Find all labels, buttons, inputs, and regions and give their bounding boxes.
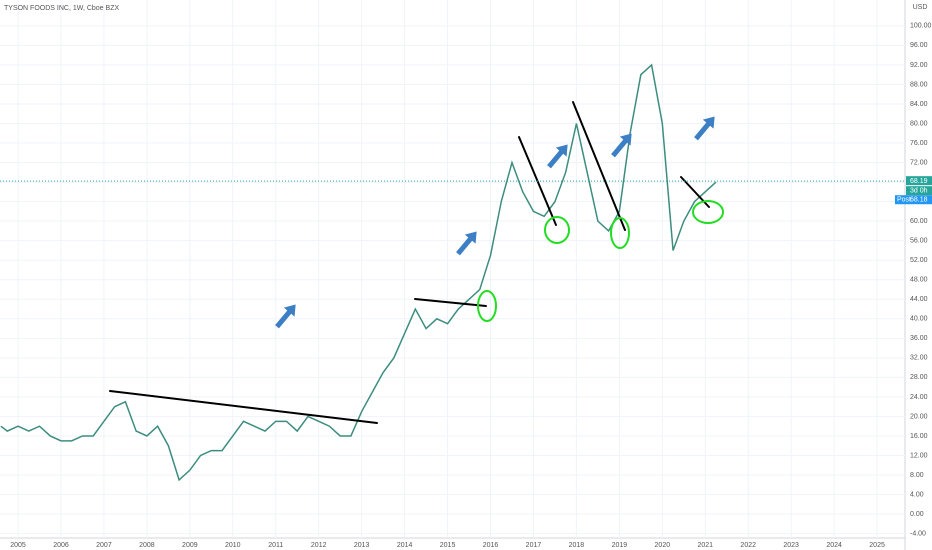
x-tick-label: 2022 <box>740 542 756 549</box>
y-tick-label: 28.00 <box>910 374 928 381</box>
plot <box>0 0 905 538</box>
y-tick-label: 8.00 <box>910 472 924 479</box>
x-tick-label: 2006 <box>53 542 69 549</box>
post-label: Post <box>897 197 911 204</box>
x-tick-label: 2023 <box>783 542 799 549</box>
arrows <box>275 116 715 329</box>
y-tick-label: 44.00 <box>910 296 928 303</box>
y-tick-label: 72.00 <box>910 159 928 166</box>
y-tick-label: 80.00 <box>910 120 928 127</box>
x-tick-label: 2013 <box>354 542 370 549</box>
x-tick-label: 2014 <box>397 542 413 549</box>
post-price-box <box>895 195 932 205</box>
y-tick-label: 52.00 <box>910 257 928 264</box>
x-tick-label: 2024 <box>826 542 842 549</box>
x-tick-label: 2017 <box>526 542 542 549</box>
y-tick-label: 36.00 <box>910 335 928 342</box>
x-tick-label: 2009 <box>182 542 198 549</box>
x-tick-label: 2015 <box>440 542 456 549</box>
x-tick-label: 2016 <box>483 542 499 549</box>
price-line <box>0 63 717 482</box>
y-tick-label: 16.00 <box>910 433 928 440</box>
y-tick-label: 100.00 <box>910 23 932 30</box>
y-tick-label: 96.00 <box>910 42 928 49</box>
last-price-label: 68.19 <box>910 178 928 185</box>
x-tick-label: 2012 <box>311 542 327 549</box>
chart-title: TYSON FOODS INC, 1W, Cboe BZX <box>4 5 119 12</box>
y-tick-label: 4.00 <box>910 491 924 498</box>
x-tick-label: 2025 <box>869 542 885 549</box>
y-tick-label: 88.00 <box>910 81 928 88</box>
time-label: 3d 0h <box>910 188 928 195</box>
x-tick-label: 2007 <box>96 542 112 549</box>
x-tick-label: 2010 <box>225 542 241 549</box>
x-tick-label: 2011 <box>268 542 283 549</box>
x-tick-label: 2021 <box>697 542 713 549</box>
x-tick-label: 2008 <box>139 542 155 549</box>
last-price-box <box>906 176 932 186</box>
y-tick-label: 20.00 <box>910 413 928 420</box>
currency-label: USD <box>913 4 928 11</box>
trend-line <box>572 101 626 231</box>
y-tick-label: 48.00 <box>910 277 928 284</box>
y-tick-label: 12.00 <box>910 452 928 459</box>
y-tick-label: 84.00 <box>910 101 928 108</box>
y-tick-label: 92.00 <box>910 62 928 69</box>
y-tick-label: 40.00 <box>910 316 928 323</box>
highlight-circle <box>610 217 630 249</box>
highlight-circle <box>692 200 724 224</box>
y-tick-label: 24.00 <box>910 394 928 401</box>
x-tick-label: 2018 <box>569 542 585 549</box>
y-tick-label: 76.00 <box>910 140 928 147</box>
y-tick-label: 32.00 <box>910 355 928 362</box>
x-tick-label: 2020 <box>655 542 671 549</box>
post-price-label: 68.18 <box>910 197 928 204</box>
x-tick-label: 2019 <box>612 542 628 549</box>
y-tick-label: 56.00 <box>910 238 928 245</box>
x-tick-label: 2005 <box>10 542 26 549</box>
highlight-circle <box>544 216 570 244</box>
y-tick-label: 0.00 <box>910 511 924 518</box>
highlight-circle <box>477 290 497 322</box>
y-tick-label: -4.00 <box>910 530 926 537</box>
trend-line <box>109 390 378 424</box>
time-box <box>906 186 932 196</box>
y-tick-label: 60.00 <box>910 218 928 225</box>
trend-line <box>414 298 487 307</box>
